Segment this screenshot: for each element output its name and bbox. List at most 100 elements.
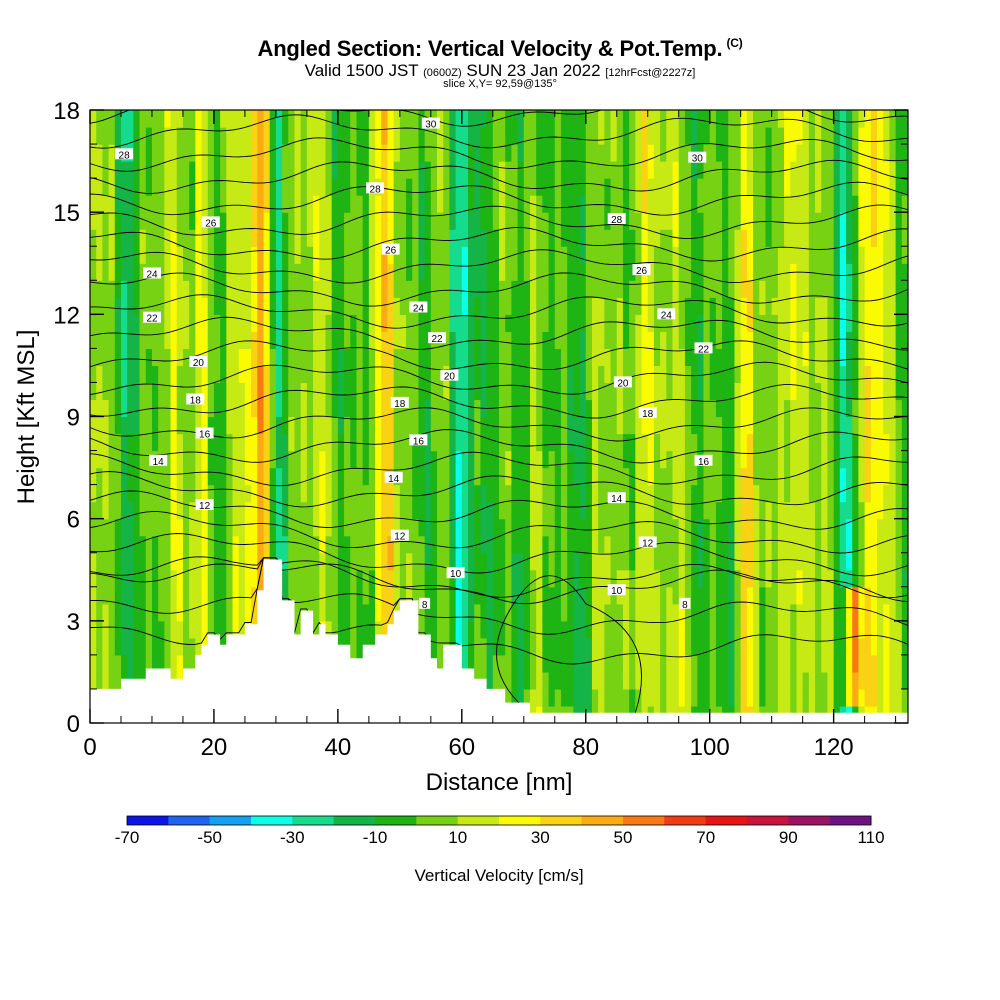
velocity-cell [784, 348, 791, 367]
velocity-cell [486, 569, 494, 588]
velocity-cell [753, 365, 760, 384]
velocity-cell [883, 552, 891, 571]
velocity-cell [164, 484, 172, 503]
velocity-cell [858, 161, 866, 179]
velocity-cell [740, 127, 748, 145]
velocity-cell [691, 195, 698, 213]
velocity-cell [120, 484, 128, 503]
velocity-cell [889, 229, 897, 247]
velocity-cell [573, 280, 581, 298]
velocity-cell [468, 416, 475, 435]
velocity-cell [573, 671, 581, 690]
velocity-cell [350, 603, 358, 622]
velocity-cell [653, 637, 661, 656]
velocity-cell [387, 450, 395, 469]
velocity-cell [523, 484, 531, 503]
velocity-cell [672, 399, 680, 418]
velocity-cell [746, 620, 754, 639]
velocity-cell [567, 484, 574, 503]
velocity-cell [393, 535, 401, 554]
velocity-cell [449, 433, 457, 452]
velocity-cell [96, 552, 103, 571]
velocity-cell [182, 416, 190, 435]
velocity-cell [226, 195, 234, 213]
velocity-cell [759, 603, 767, 622]
velocity-cell [362, 110, 370, 128]
velocity-cell [182, 637, 190, 656]
velocity-cell [158, 637, 165, 656]
velocity-cell [474, 518, 482, 537]
velocity-cell [567, 110, 574, 128]
velocity-cell [622, 331, 630, 349]
isentrope-label: 14 [384, 471, 403, 485]
velocity-cell [666, 654, 674, 673]
isentrope-label: 22 [143, 311, 161, 325]
velocity-cell [598, 603, 605, 622]
velocity-cell [263, 280, 271, 298]
velocity-cell [368, 314, 376, 332]
velocity-cell [468, 603, 475, 622]
velocity-cell [288, 467, 296, 486]
velocity-cell [660, 416, 667, 435]
velocity-cell [852, 552, 860, 571]
velocity-cell [821, 229, 829, 247]
velocity-cell [784, 195, 791, 213]
velocity-cell [344, 297, 351, 315]
isentrope-label: 26 [632, 264, 651, 277]
velocity-cell [288, 195, 296, 213]
velocity-cell [567, 688, 574, 707]
velocity-cell [790, 314, 798, 332]
velocity-cell [573, 161, 581, 179]
velocity-cell [560, 569, 568, 588]
velocity-cell [746, 637, 754, 656]
velocity-cell [870, 229, 878, 247]
velocity-cell [833, 110, 841, 128]
velocity-cell [753, 518, 760, 537]
velocity-cell [313, 110, 320, 128]
velocity-cell [325, 195, 333, 213]
velocity-cell [486, 127, 494, 145]
velocity-cell [114, 620, 122, 639]
velocity-cell [666, 535, 674, 554]
velocity-cell [790, 212, 798, 230]
velocity-cell [189, 127, 196, 145]
velocity-cell [672, 212, 680, 230]
velocity-cell [133, 637, 141, 656]
velocity-cell [418, 144, 426, 162]
velocity-cell [635, 467, 643, 486]
velocity-cell [895, 348, 903, 367]
velocity-cell [585, 416, 593, 435]
velocity-cell [635, 246, 643, 264]
velocity-cell [846, 433, 853, 452]
velocity-cell [486, 433, 494, 452]
velocity-cell [753, 433, 760, 452]
velocity-cell [653, 671, 661, 690]
velocity-cell [666, 280, 674, 298]
velocity-cell [263, 195, 271, 213]
velocity-cell [722, 263, 729, 281]
velocity-cell [294, 535, 302, 554]
velocity-cell [282, 569, 289, 588]
velocity-cell [815, 127, 822, 145]
velocity-cell [375, 569, 382, 588]
isentrope-line [90, 533, 908, 577]
velocity-cell [114, 586, 122, 605]
velocity-cell [282, 144, 289, 162]
velocity-cell [629, 450, 636, 469]
velocity-cell [864, 552, 872, 571]
velocity-cell [598, 161, 605, 179]
velocity-cell [213, 110, 221, 128]
velocity-cell [511, 416, 519, 435]
velocity-cell [579, 552, 587, 571]
velocity-cell [821, 246, 829, 264]
velocity-cell [90, 229, 97, 247]
velocity-cell [461, 161, 469, 179]
velocity-cell [672, 654, 680, 673]
velocity-cell [728, 144, 736, 162]
isentrope-label-text: 16 [698, 457, 710, 468]
velocity-cell [653, 620, 661, 639]
velocity-cell [511, 518, 519, 537]
velocity-cell [213, 484, 221, 503]
velocity-cell [622, 637, 630, 656]
velocity-cell [870, 688, 878, 707]
